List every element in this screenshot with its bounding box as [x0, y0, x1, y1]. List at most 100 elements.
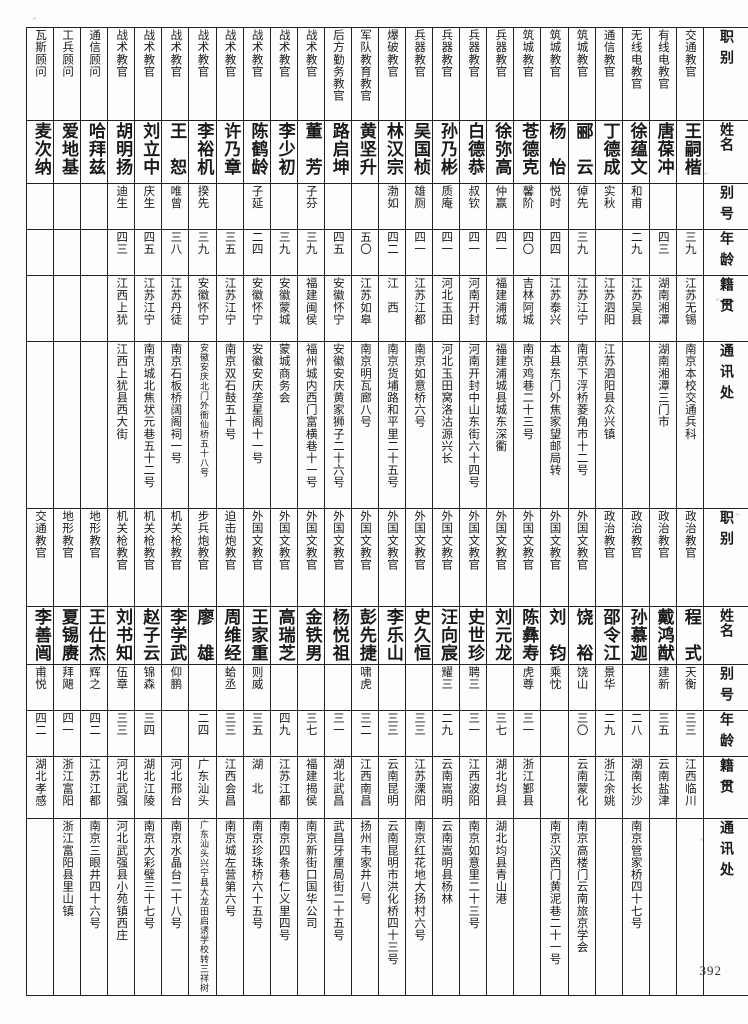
cell-xingming-top-5: 杨 怡 [540, 120, 569, 184]
table-row-biehao-top: 迪生 庆生 唯曾 揆先 子延 子芬 渤如 雄厕 质庵 叔钦 仲赢 馨阶 悦时 倬先 实秋 和甫 别号 [25, 183, 748, 230]
cell-xingming-bottom-15: 高瑞芝 [269, 606, 298, 665]
zhibie-text: 外国文教官 [548, 510, 563, 571]
jiguan-text: 江苏吴县 [629, 277, 644, 326]
cell-jiguan-top-16: 安徽怀宁 [242, 275, 271, 342]
tongxunchu-text: 福建浦城县城东深衢 [494, 343, 509, 452]
cell-xingming-top-13: 路启坤 [323, 120, 352, 184]
cell-nianling-top-3 [594, 229, 623, 276]
biehao-text: 渤如 [386, 185, 401, 210]
zhibie-text: 外国文教官 [386, 510, 401, 571]
cell-jiguan-bottom-7: 湖北均县 [486, 756, 515, 819]
cell-nianling-bottom-11: 三三 [378, 710, 407, 757]
biehao-text: 倬先 [575, 185, 590, 210]
zhibie-text: 爆破教官 [386, 29, 401, 78]
cell-jiguan-top-11: 江 西 [378, 275, 407, 342]
cell-biehao-top-7: 仲赢 [486, 183, 515, 230]
cell-nianling-bottom-17: 三三 [215, 710, 244, 757]
cell-zhibie-top-5: 筑城教官 [540, 27, 569, 121]
cell-nianling-bottom-18: 二四 [188, 710, 217, 757]
jiguan-text: 江苏泗阳 [602, 277, 617, 326]
cell-nianling-bottom-4: 三〇 [567, 710, 596, 757]
jiguan-text: 河北邢台 [169, 758, 184, 807]
nianling-text: 四五 [142, 231, 157, 256]
cell-xingming-bottom-6: 陈彝寿 [513, 606, 542, 665]
zhibie-text: 兵器教官 [494, 29, 509, 78]
jiguan-text: 江苏丹徒 [169, 277, 184, 326]
cell-tongxunchu-bottom-0 [675, 818, 704, 996]
cell-tongxunchu-bottom-8: 南京如意里二十三号 [459, 818, 488, 996]
xingming-text: 徐弥高 [491, 122, 512, 176]
xingming-text: 周维经 [220, 608, 241, 662]
nianling-text: 三五 [223, 231, 238, 256]
nianling-text: 四五 [331, 231, 346, 256]
cell-jiguan-top-14: 福建闽侯 [296, 275, 325, 342]
cell-biehao-bottom-3: 景华 [594, 664, 623, 711]
tongxunchu-text: 云南昆明市洪化桥四十三号 [386, 820, 401, 966]
row-label-text: 籍贯 [717, 277, 734, 319]
table-row-nianling-bottom: 四二 四一 四二 三三 三四 二四 三三 三五 四九 三七 三一 三二 三三 三三 二九 三一 三七 三一 三〇 二九… [25, 710, 748, 757]
cell-tongxunchu-bottom-12: 扬州韦家井八号 [350, 818, 380, 996]
cell-tongxunchu-bottom-15: 南京四条巷仁义里四号 [269, 818, 298, 996]
jiguan-text: 广东汕头 [196, 758, 211, 807]
tongxunchu-text: 南京城北焦状元巷五十二号 [142, 343, 157, 489]
biehao-text: 叔钦 [467, 185, 482, 210]
cell-tongxunchu-top-20: 南京城北焦状元巷五十二号 [134, 341, 163, 509]
xingming-text: 杨悦祖 [328, 608, 349, 662]
cell-zhibie-top-1: 有线电教官 [648, 27, 677, 121]
cell-biehao-top-4: 倬先 [567, 183, 596, 230]
xingming-text: 夏锡赓 [57, 608, 78, 662]
cell-jiguan-bottom-6: 浙江鄞县 [513, 756, 542, 819]
cell-nianling-top-21: 四三 [107, 229, 136, 276]
cell-biehao-bottom-12: 啸虎 [350, 664, 380, 711]
xingming-text: 彭先捷 [355, 608, 376, 662]
jiguan-text: 安徽怀宁 [331, 277, 346, 326]
zhibie-text: 通信教官 [602, 29, 617, 78]
cell-xingming-top-8: 白德恭 [459, 120, 488, 184]
tongxunchu-text: 浙江富阳县里山镇 [61, 820, 76, 917]
xingming-text: 陈彝寿 [518, 608, 539, 662]
jiguan-text: 云南昆明 [386, 758, 401, 807]
cell-xingming-top-7: 徐弥高 [486, 120, 515, 184]
jiguan-text: 江苏江都 [277, 758, 292, 807]
zhibie-text: 外国文教官 [575, 510, 590, 571]
cell-jiguan-top-2: 江苏吴县 [621, 275, 650, 342]
cell-nianling-top-13: 四五 [323, 229, 352, 276]
cell-tongxunchu-bottom-3 [594, 818, 623, 996]
table-row-xingming-top: 麦次纳 爱地基 哈拜兹 胡明扬 刘立中王 恕李裕机 许乃章 陈鹤龄 李少初董 芳路启坤 黄坚升林… [25, 120, 748, 184]
row-label-text: 别号 [717, 666, 734, 708]
cell-jiguan-bottom-1: 云南盐津 [648, 756, 677, 819]
biehao-text: 悦时 [548, 185, 563, 210]
cell-tongxunchu-top-6: 南京鸡巷二十三号 [513, 341, 542, 509]
cell-nianling-top-18: 三九 [188, 229, 217, 276]
cell-nianling-bottom-9: 二九 [432, 710, 461, 757]
tongxunchu-text: 南京管家桥四十七号 [629, 820, 644, 929]
cell-tongxunchu-top-4: 南京下浮桥菱角市十二号 [567, 341, 596, 509]
cell-nianling-bottom-8: 三一 [459, 710, 488, 757]
xingming-text: 赵子云 [139, 608, 160, 662]
jiguan-text: 江苏江宁 [142, 277, 157, 326]
jiguan-text: 江 西 [386, 277, 401, 314]
tongxunchu-text: 南京城左营第六号 [223, 820, 238, 917]
cell-tongxunchu-bottom-2: 南京管家桥四十七号 [621, 818, 650, 996]
cell-zhibie-top-24: 瓦斯顾问 [25, 27, 55, 121]
cell-tongxunchu-top-3: 江苏泗阳县众兴镇 [594, 341, 623, 509]
tongxunchu-text: 南京大彩璧三十七号 [142, 820, 157, 929]
cell-biehao-top-16: 子延 [242, 183, 271, 230]
cell-xingming-top-23: 爱地基 [53, 120, 82, 184]
cell-biehao-top-1 [648, 183, 677, 230]
row-label-text: 通讯处 [717, 343, 734, 406]
roster-table-top: 瓦斯顾问 工兵顾问 通信顾问 战术教官 战术教官 战术教官 战术教官 战术教官 战术教官 战术教官… [25, 27, 748, 509]
jiguan-text: 江苏无锡 [683, 277, 698, 326]
cell-jiguan-bottom-10: 江苏溧阳 [405, 756, 434, 819]
cell-zhibie-top-8: 兵器教官 [459, 27, 488, 121]
tongxunchu-text: 南京如意里二十三号 [467, 820, 482, 929]
cell-nianling-top-14: 三九 [296, 229, 325, 276]
cell-biehao-top-21: 迪生 [107, 183, 136, 230]
jiguan-text: 江西临川 [683, 758, 698, 807]
cell-xingming-bottom-4: 饶 裕 [567, 606, 596, 665]
nianling-text: 三九 [683, 231, 698, 256]
zhibie-text: 战术教官 [142, 29, 157, 78]
cell-zhibie-top-18: 战术教官 [188, 27, 217, 121]
tongxunchu-text: 南京本校交通兵科 [683, 343, 698, 440]
xingming-text: 邵令江 [599, 608, 620, 662]
